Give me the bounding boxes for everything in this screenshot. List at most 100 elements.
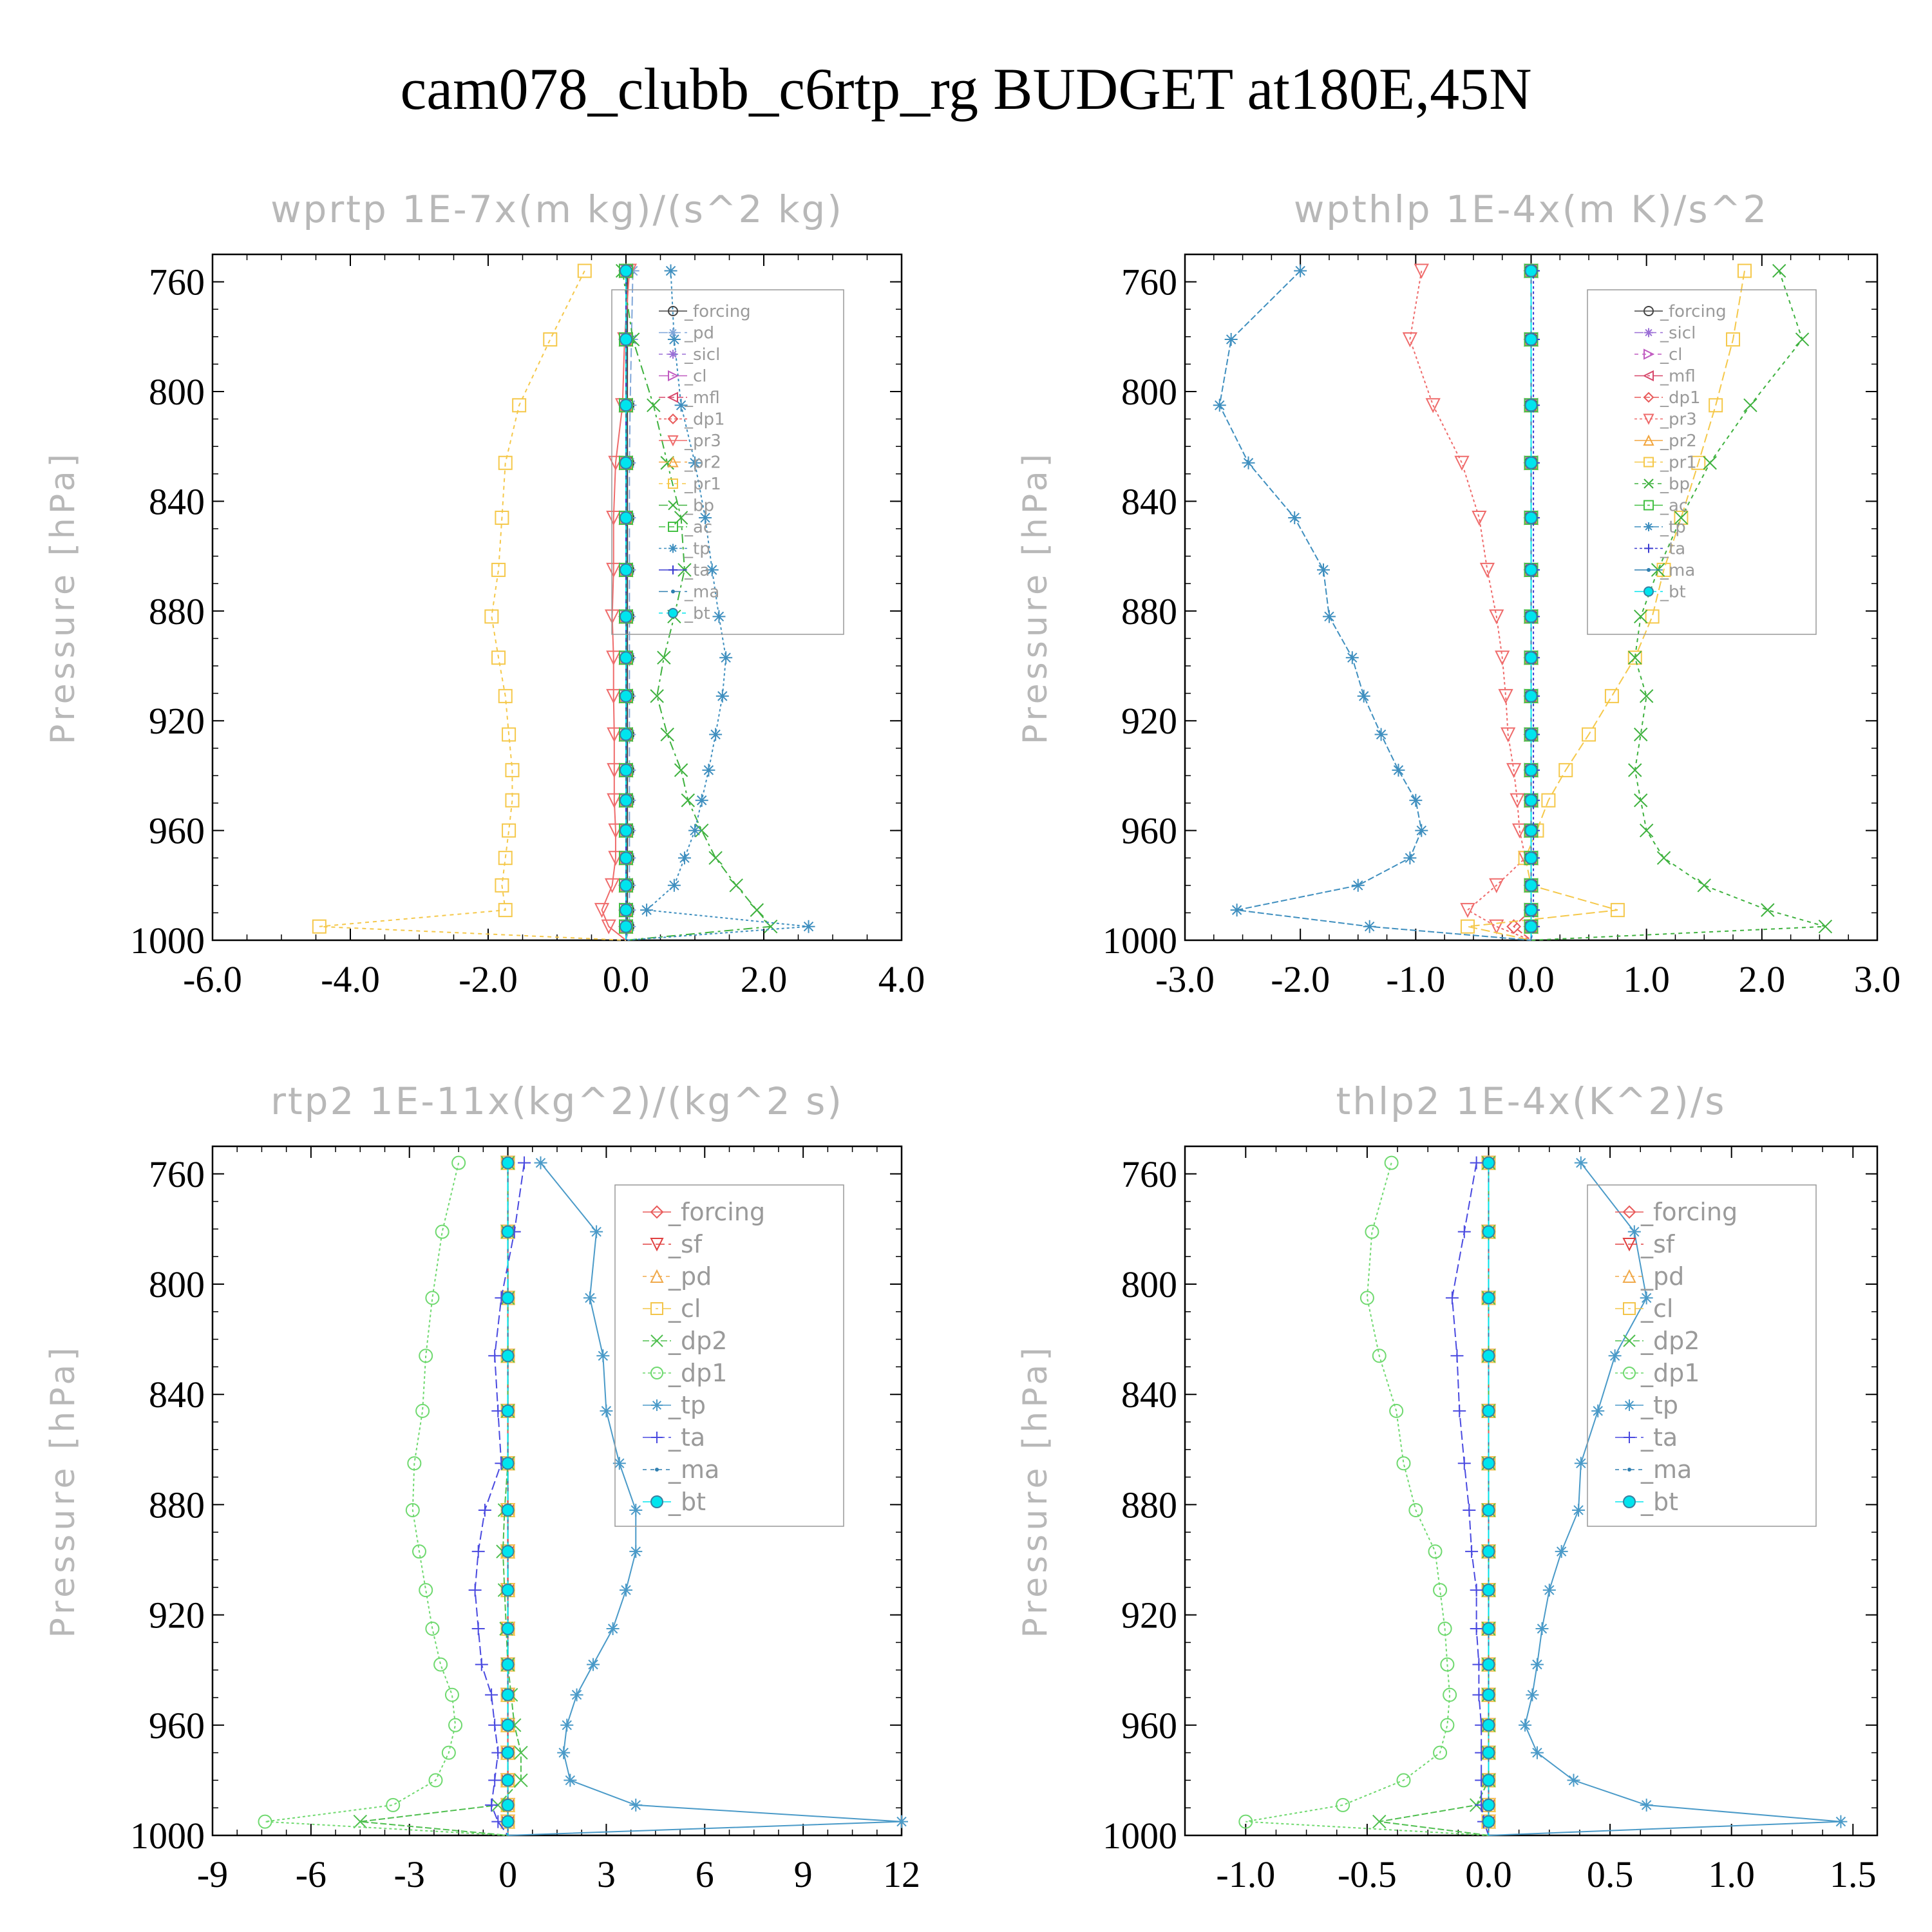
data-point	[607, 793, 622, 808]
data-point	[1414, 263, 1429, 279]
data-point	[1639, 689, 1654, 703]
plot-frame	[211, 253, 903, 942]
data-point	[1524, 651, 1538, 665]
data-point	[1470, 1156, 1483, 1170]
data-point	[594, 903, 610, 918]
data-point	[612, 1457, 626, 1470]
legend: _forcing _sicl _cl _mfl _dp1_pr3_pr2_pr1 _bp _…	[1587, 289, 1817, 635]
legend-marker	[1622, 1238, 1636, 1252]
data-point	[1336, 1797, 1350, 1812]
data-point	[1524, 904, 1538, 917]
data-point	[491, 562, 506, 577]
data-point	[712, 610, 726, 623]
data-point	[895, 1815, 908, 1828]
y-tick-label: 880	[1121, 591, 1177, 632]
data-point	[1761, 903, 1775, 917]
data-point	[601, 919, 616, 934]
legend-marker	[668, 522, 678, 532]
data-point	[620, 456, 632, 469]
data-point	[1230, 904, 1244, 917]
legend-label: _sicl	[684, 345, 720, 365]
series-ta	[468, 1156, 531, 1836]
legend-marker	[1642, 370, 1654, 382]
y-tick-label: 840	[149, 480, 205, 522]
data-point	[501, 1798, 515, 1812]
data-point	[1224, 333, 1238, 346]
x-tick-label: -4.0	[321, 958, 380, 1000]
data-point	[1470, 1622, 1483, 1635]
data-point	[501, 1457, 515, 1470]
series-pr3	[594, 263, 637, 941]
data-point	[1345, 651, 1359, 665]
data-point	[1743, 398, 1757, 413]
data-point	[502, 823, 516, 838]
legend-item: _ma	[1615, 1455, 1692, 1484]
legend-item: _tp	[659, 540, 710, 559]
legend-label: _tp	[1640, 1391, 1678, 1419]
y-tick-label: 1000	[130, 1815, 205, 1857]
data-point	[606, 650, 621, 666]
y-tick-label: 960	[1121, 810, 1177, 852]
series-tp	[625, 264, 815, 941]
x-tick-label: 2.0	[741, 958, 788, 1000]
data-point	[433, 1657, 448, 1672]
legend-item: _pr2	[659, 453, 721, 473]
series-line	[1218, 270, 1531, 941]
x-tick-label: -3	[394, 1853, 425, 1895]
legend-item: _ma	[659, 583, 719, 602]
data-point	[620, 563, 632, 576]
data-point	[688, 824, 701, 837]
legend-label: _cl	[668, 1294, 701, 1323]
data-point	[1674, 510, 1689, 525]
data-point	[1463, 1503, 1476, 1517]
plot-frame	[1184, 1145, 1879, 1837]
data-point	[657, 650, 671, 665]
data-point	[1460, 919, 1475, 934]
data-point	[1472, 510, 1487, 526]
data-point	[695, 793, 708, 807]
data-point	[1479, 562, 1495, 578]
legend-marker	[1623, 1367, 1636, 1379]
data-point	[1482, 1798, 1495, 1812]
data-point	[629, 1545, 643, 1558]
data-point	[478, 1503, 491, 1517]
series-tp	[1488, 1156, 1848, 1836]
data-point	[620, 264, 632, 278]
x-tick-label: -9	[197, 1853, 228, 1895]
legend-label: _cl	[684, 367, 707, 386]
data-point	[1322, 610, 1336, 623]
data-point	[1495, 650, 1510, 666]
y-tick-label: 880	[149, 1484, 205, 1526]
x-tick-label: 0	[498, 1853, 517, 1895]
y-tick-label: 1000	[1103, 920, 1177, 961]
data-point	[620, 399, 632, 412]
data-point	[405, 1502, 420, 1517]
legend-marker	[671, 589, 675, 594]
data-point	[1409, 793, 1423, 807]
legend-label: _pr3	[1660, 410, 1697, 430]
x-tick-label: 3.0	[1854, 958, 1901, 1000]
data-point	[353, 1814, 367, 1829]
legend: _forcing _sf _pd _cl _dp2 _dp1 _tp _ta _ma _bt	[1587, 1184, 1817, 1527]
legend-marker	[668, 306, 678, 316]
data-point	[501, 1718, 515, 1732]
series-pr3	[1402, 263, 1533, 941]
data-point	[1482, 1774, 1495, 1787]
legend-item: _pd	[659, 324, 714, 343]
legend-label: _cl	[1640, 1294, 1673, 1323]
legend-label: _pr3	[684, 431, 721, 451]
legend-label: _tp	[1660, 518, 1686, 537]
data-point	[495, 878, 509, 893]
data-point	[1818, 919, 1833, 934]
data-point	[729, 878, 743, 893]
figure-title: cam078_clubb_c6rtp_rg BUDGET at180E,45N	[400, 56, 1532, 122]
legend-item: _bt	[1615, 1488, 1678, 1516]
data-point	[608, 851, 623, 866]
data-point	[1213, 399, 1226, 412]
legend-item: _sicl	[1634, 324, 1696, 343]
data-point	[1482, 1622, 1495, 1635]
y-tick-label: 960	[149, 810, 205, 852]
legend-item: _forcing	[1615, 1198, 1738, 1226]
legend-item: _sf	[643, 1230, 703, 1258]
